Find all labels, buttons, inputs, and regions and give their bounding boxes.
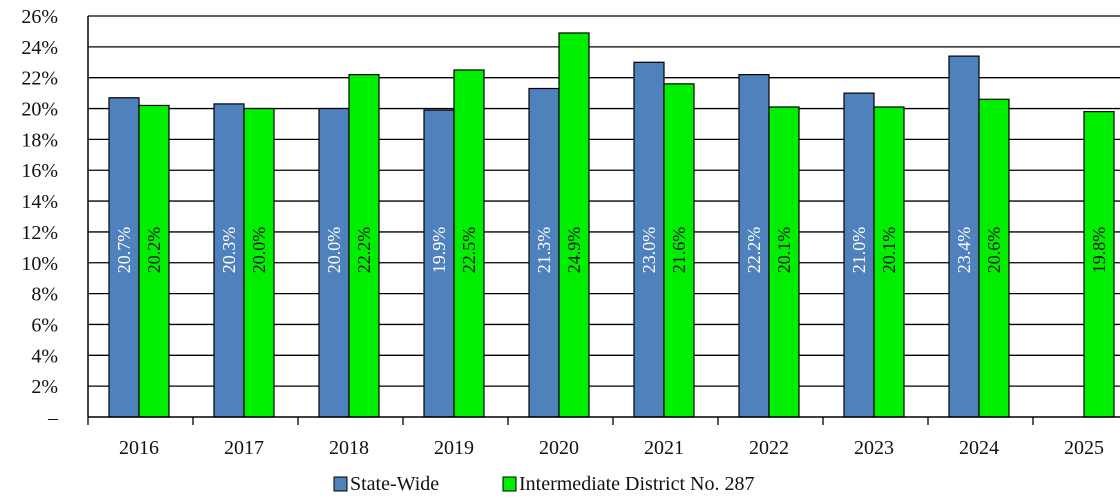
bar-district-287 (768, 106, 800, 418)
bar-district-287 (243, 107, 275, 418)
bar-district-287 (978, 98, 1010, 418)
x-tick-label: 2018 (329, 437, 369, 459)
legend-swatch (502, 476, 517, 492)
y-tick-label: 8% (31, 284, 58, 306)
y-tick-label: – (47, 407, 59, 429)
bar-value-label: 20.1% (774, 227, 794, 274)
y-tick-label: 4% (31, 345, 58, 367)
bar-value-label: 23.4% (954, 227, 974, 274)
y-tick-label: 26% (21, 6, 58, 28)
bar-value-label: 19.8% (1089, 227, 1109, 274)
bar-value-label: 22.2% (354, 227, 374, 274)
bar-value-label: 23.0% (639, 227, 659, 274)
legend: State-Wide Intermediate District No. 287 (333, 473, 755, 495)
bars (108, 32, 1115, 418)
bar-state-wide (318, 107, 350, 418)
bar-state-wide (948, 55, 980, 418)
bar-value-label: 20.6% (984, 227, 1004, 274)
bar-state-wide (528, 87, 560, 418)
bar-value-labels: 20.7% 20.3% 20.0% 19.9% 21.3% 23.0% 22.2% 21.0%… (114, 227, 1109, 274)
bar-value-label: 20.0% (249, 227, 269, 274)
bar-value-label: 20.7% (114, 227, 134, 274)
bar-value-label: 21.6% (669, 227, 689, 274)
bar-district-287 (453, 69, 485, 418)
x-tick-label: 2022 (749, 437, 789, 459)
x-tick-label: 2020 (539, 437, 579, 459)
bar-value-label: 22.5% (459, 227, 479, 274)
y-tick-label: 12% (21, 222, 58, 244)
bar-value-label: 22.2% (744, 227, 764, 274)
bar-value-label: 21.3% (534, 227, 554, 274)
x-tick-label: 2021 (644, 437, 684, 459)
x-tick-label: 2025 (1064, 437, 1104, 459)
y-tick-label: 16% (21, 160, 58, 182)
bar-value-label: 21.0% (849, 227, 869, 274)
x-tick-label: 2017 (224, 437, 264, 459)
bar-value-label: 20.2% (144, 227, 164, 274)
x-tick-label: 2023 (854, 437, 894, 459)
y-tick-label: 6% (31, 314, 58, 336)
bar-district-287 (558, 32, 590, 418)
y-tick-label: 14% (21, 191, 58, 213)
x-tick-label: 2016 (119, 437, 159, 459)
bar-value-label: 24.9% (564, 227, 584, 274)
bar-value-label: 20.3% (219, 227, 239, 274)
bar-value-label: 20.0% (324, 227, 344, 274)
bar-district-287 (1083, 111, 1115, 418)
y-tick-label: 18% (21, 129, 58, 151)
bar-value-label: 19.9% (429, 227, 449, 274)
bar-district-287 (663, 83, 695, 418)
legend-label: Intermediate District No. 287 (519, 473, 755, 495)
y-tick-label: 22% (21, 68, 58, 90)
y-tick-label: 10% (21, 253, 58, 275)
legend-swatch (333, 476, 348, 492)
bar-value-label: 20.1% (879, 227, 899, 274)
bar-district-287 (873, 106, 905, 418)
x-tick-label: 2019 (434, 437, 474, 459)
bar-state-wide (738, 74, 770, 418)
y-tick-label: 2% (31, 376, 58, 398)
x-tick-label: 2024 (959, 437, 999, 459)
y-tick-label: 24% (21, 37, 58, 59)
legend-label: State-Wide (350, 473, 439, 495)
y-tick-label: 20% (21, 99, 58, 121)
axes: – 2% 4% 6% 8% 10% 12% 14% 16% 18% 20% 22% 24% 26% 2016… (21, 6, 1120, 459)
